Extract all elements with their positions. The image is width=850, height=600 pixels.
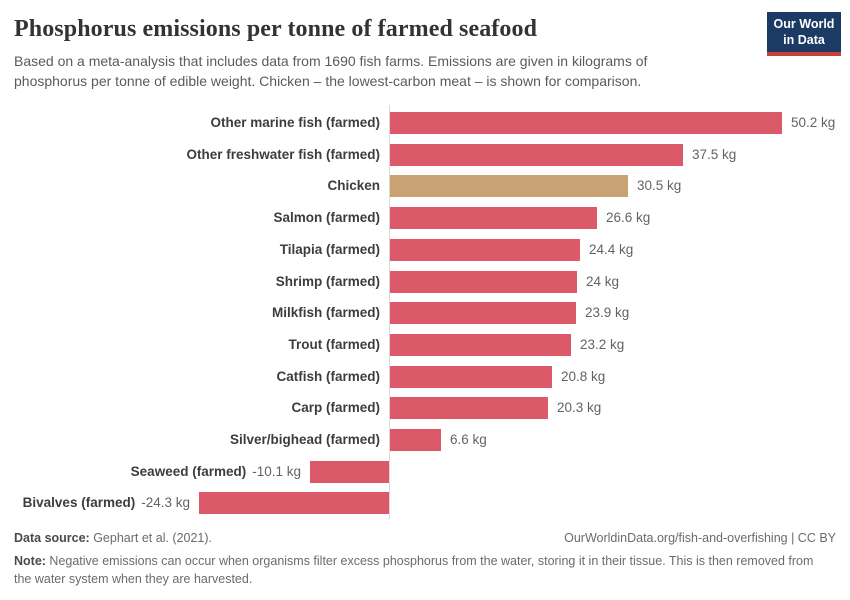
bar-seaweed-farmed[interactable]	[310, 460, 389, 483]
bar-salmon-farmed[interactable]	[390, 206, 597, 229]
chart-note: Note: Negative emissions can occur when …	[14, 552, 824, 588]
bar-label: Other marine fish (farmed)	[210, 114, 380, 130]
bar-value-label: 37.5 kg	[692, 146, 737, 162]
note-text: Negative emissions can occur when organi…	[14, 553, 814, 586]
bar-silver-bighead-farmed[interactable]	[390, 428, 441, 451]
owid-logo-text: Our World in Data	[767, 12, 841, 53]
bar-bivalves-farmed[interactable]	[199, 491, 389, 514]
bar-value-label: 23.2 kg	[580, 336, 625, 352]
bar-label: Tilapia (farmed)	[279, 241, 380, 257]
bar-label: Shrimp (farmed)	[275, 273, 380, 289]
bar-label: Milkfish (farmed)	[271, 304, 380, 320]
chart-subtitle: Based on a meta-analysis that includes d…	[14, 53, 648, 89]
bar-value-label: 24 kg	[586, 273, 620, 289]
bar-other-freshwater-fish-farmed[interactable]	[390, 143, 683, 166]
zero-axis-line	[389, 104, 390, 519]
bar-other-marine-fish-farmed[interactable]	[390, 111, 782, 134]
data-source-text: Gephart et al. (2021).	[89, 530, 213, 545]
bar-label: Other freshwater fish (farmed)	[186, 146, 380, 162]
bar-label: Salmon (farmed)	[273, 209, 380, 225]
bar-label-group: Bivalves (farmed) -24.3 kg	[23, 492, 190, 514]
bar-milkfish-farmed[interactable]	[390, 301, 576, 324]
owid-logo: Our World in Data	[767, 12, 841, 57]
bar-label: Bivalves (farmed)	[22, 494, 136, 510]
data-source: Data source: Gephart et al. (2021).	[14, 531, 212, 545]
bar-trout-farmed[interactable]	[390, 333, 571, 356]
bar-value-label: -10.1 kg	[252, 463, 301, 479]
owid-logo-line2: in Data	[783, 32, 825, 47]
data-source-label: Data source:	[14, 530, 90, 545]
bar-value-label: 6.6 kg	[450, 431, 487, 447]
owid-logo-line1: Our World	[773, 17, 835, 31]
bar-value-label: 30.5 kg	[637, 177, 682, 193]
bar-value-label: 23.9 kg	[585, 304, 630, 320]
bar-tilapia-farmed[interactable]	[390, 238, 580, 261]
bar-chart: Other marine fish (farmed) 50.2 kg Other f…	[0, 104, 850, 519]
bar-label: Silver/bighead (farmed)	[229, 431, 380, 447]
bar-label: Seaweed (farmed)	[130, 463, 247, 479]
bar-label: Chicken	[327, 177, 380, 193]
owid-url-link[interactable]: OurWorldinData.org/fish-and-overfishing …	[564, 530, 836, 545]
bar-value-label: -24.3 kg	[141, 494, 190, 510]
bar-chicken[interactable]	[390, 174, 628, 197]
bar-label: Carp (farmed)	[291, 399, 380, 415]
bar-value-label: 50.2 kg	[791, 114, 836, 130]
note-label: Note:	[14, 553, 46, 568]
bar-label: Trout (farmed)	[288, 336, 380, 352]
bar-value-label: 20.3 kg	[557, 399, 602, 415]
owid-logo-stripe	[767, 52, 841, 57]
page-title: Phosphorus emissions per tonne of farmed…	[14, 16, 538, 42]
bar-label: Catfish (farmed)	[276, 368, 380, 384]
chart-header: Phosphorus emissions per tonne of farmed…	[0, 0, 850, 92]
bar-shrimp-farmed[interactable]	[390, 270, 577, 293]
bar-value-label: 24.4 kg	[589, 241, 634, 257]
chart-footer: Data source: Gephart et al. (2021). OurW…	[0, 519, 850, 588]
bar-value-label: 26.6 kg	[606, 209, 651, 225]
bar-catfish-farmed[interactable]	[390, 365, 552, 388]
bar-value-label: 20.8 kg	[561, 368, 606, 384]
bar-label-group: Seaweed (farmed) -10.1 kg	[131, 461, 301, 483]
bar-carp-farmed[interactable]	[390, 396, 548, 419]
